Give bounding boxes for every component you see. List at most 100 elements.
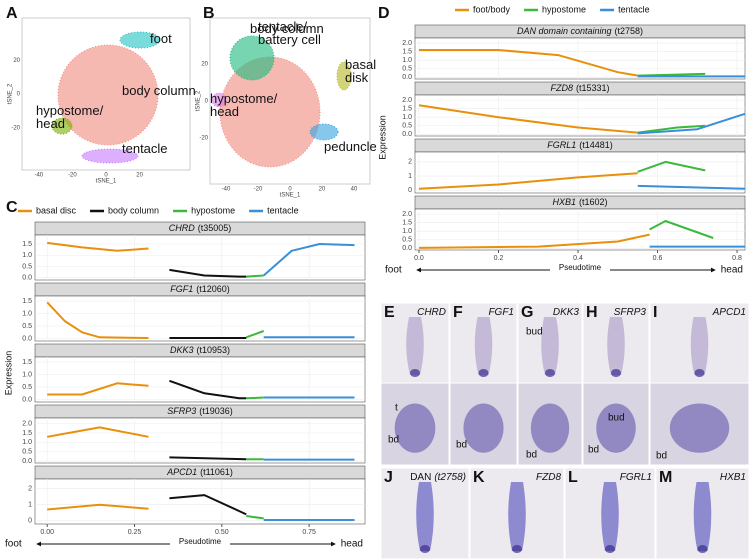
x-axis-label: tSNE_1 — [280, 193, 301, 199]
cluster-label-line: head — [36, 116, 65, 131]
gene-label: HXB1 — [720, 472, 746, 483]
y-tick-label: 0 — [17, 92, 21, 98]
y-tick-label: 2.0 — [402, 211, 412, 218]
specimen — [406, 317, 424, 375]
specimen-detail — [669, 403, 730, 453]
strip-title: FZD8 (t15331) — [550, 83, 609, 93]
panel-letter: L — [568, 469, 578, 486]
y-tick-label: 0.5 — [22, 449, 32, 456]
specimen-foot — [694, 369, 705, 377]
cluster-label: body column — [122, 83, 196, 98]
y-tick-label: 0.5 — [22, 384, 32, 391]
gene-name: FGF1 — [170, 284, 193, 294]
specimen-detail — [394, 403, 436, 453]
trend-line — [47, 241, 149, 252]
gene-name: SFRP3 — [167, 406, 196, 416]
x-tick-label: 0.6 — [653, 255, 663, 262]
strip-title: FGRL1 (t14481) — [547, 140, 613, 150]
y-tick-label: 1.5 — [402, 220, 412, 227]
cluster-label: body column — [250, 21, 324, 36]
gene-name: FGRL1 — [547, 140, 576, 150]
cluster-label: basal disk — [345, 57, 376, 85]
specimen-foot — [478, 369, 489, 377]
gene-id: (t14481) — [579, 140, 613, 150]
gene-label: SFRP3 — [614, 307, 647, 318]
plot-area — [34, 417, 366, 464]
trend-line — [46, 301, 149, 339]
y-axis-label: Expression — [3, 351, 13, 396]
x-tick-label: 0.25 — [128, 529, 142, 536]
strip-title: SFRP3 (t19036) — [167, 406, 233, 416]
annotation: bud — [608, 413, 625, 424]
trend-line — [246, 274, 264, 278]
x-axis-label: Pseudotime — [179, 537, 222, 546]
y-tick-label: 1.0 — [402, 114, 412, 121]
strip-title: HXB1 (t1602) — [552, 197, 607, 207]
cluster-label-line: foot — [150, 31, 172, 46]
gene-name: DKK3 — [553, 307, 580, 318]
legend-label: basal disc — [36, 205, 77, 215]
trend-line — [637, 184, 746, 190]
strip-title: APCD1 (t11061) — [166, 467, 233, 477]
specimen-detail — [463, 403, 504, 453]
cluster — [309, 123, 339, 141]
x-tick-label: 0 — [104, 173, 108, 179]
trend-line — [47, 503, 149, 511]
y-tick-label: 1.5 — [22, 298, 32, 305]
y-tick-label: 0.5 — [402, 66, 412, 73]
x-tick-label: 0.8 — [732, 255, 742, 262]
trend-line — [245, 330, 265, 339]
panel-letter: E — [384, 304, 395, 321]
specimen-foot — [605, 545, 615, 553]
specimen — [693, 482, 712, 551]
gene-id: (t10953) — [196, 345, 230, 355]
gene-label: FGF1 — [488, 307, 514, 318]
trend-line — [637, 160, 706, 173]
annotation: bd — [388, 435, 399, 446]
y-tick-label: 1.5 — [22, 430, 32, 437]
cluster-label-line: body column — [122, 83, 196, 98]
gene-name: FZD8 — [550, 83, 573, 93]
x-tick-label: -40 — [222, 187, 231, 193]
y-tick-label: 0 — [205, 99, 209, 105]
specimen-foot — [697, 545, 708, 553]
panel-letter: I — [653, 304, 657, 321]
specimen-foot — [512, 545, 522, 553]
trend-line — [47, 426, 149, 438]
plot-area — [34, 356, 366, 403]
panel-letter: K — [473, 469, 485, 486]
trend-line — [649, 220, 714, 239]
cluster-label: tentacle/battery cell — [258, 19, 321, 47]
y-axis-label: tSNE_2 — [8, 83, 14, 104]
gene-label: CHRD — [417, 307, 446, 318]
trend-line — [418, 172, 638, 190]
cluster-label: hypostome/head — [210, 91, 278, 119]
trend-line — [419, 49, 638, 77]
y-tick-label: 2.0 — [402, 40, 412, 47]
x-tick-label: -20 — [68, 173, 77, 179]
cluster-label-line: body column — [250, 21, 324, 36]
cluster — [336, 61, 352, 91]
y-tick-label: 20 — [201, 62, 208, 68]
annotation: bd — [588, 445, 599, 456]
annotation: bd — [526, 450, 537, 461]
y-tick-label: 1.5 — [22, 241, 32, 248]
specimen — [601, 482, 619, 551]
trend-line — [246, 515, 264, 520]
gene-name: APCD1 — [712, 307, 746, 318]
legend-label: tentacle — [618, 4, 650, 14]
cluster-label-line: battery cell — [258, 32, 321, 47]
cluster — [51, 117, 73, 135]
cluster-label: hypostome/head — [36, 103, 104, 131]
panel-letter: J — [384, 469, 393, 486]
y-tick-label: 0.0 — [22, 396, 32, 403]
x-axis-label: Pseudotime — [559, 263, 602, 272]
y-tick-label: 2 — [28, 485, 32, 492]
x-axis-left: foot — [5, 539, 22, 550]
trend-line — [169, 379, 247, 400]
panel-letter: G — [521, 304, 533, 321]
plot-area — [34, 295, 366, 342]
gene-id: (t12060) — [196, 284, 230, 294]
y-tick-label: 1.5 — [22, 359, 32, 366]
